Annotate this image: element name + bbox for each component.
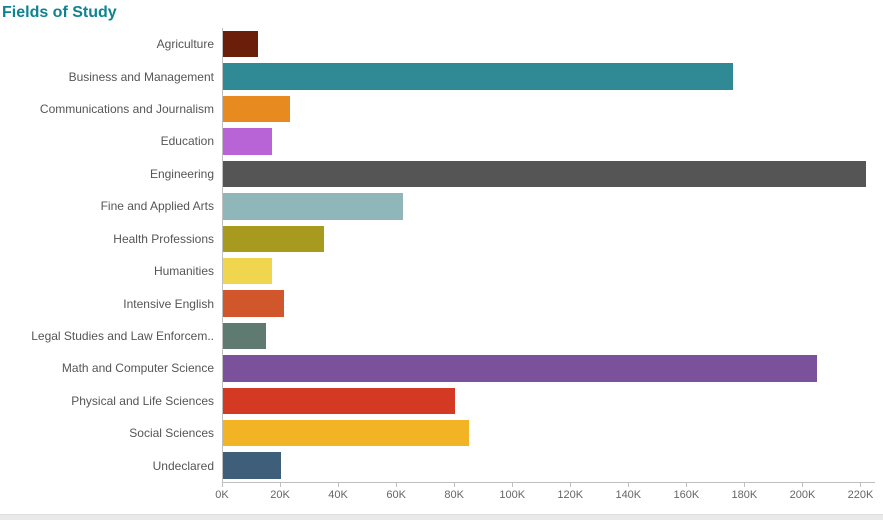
bar[interactable] bbox=[223, 63, 733, 89]
bar[interactable] bbox=[223, 193, 403, 219]
bar[interactable] bbox=[223, 452, 281, 478]
bar-row: Math and Computer Science bbox=[0, 352, 875, 384]
bar[interactable] bbox=[223, 31, 258, 57]
bar-row: Business and Management bbox=[0, 60, 875, 92]
bar-track bbox=[222, 449, 875, 481]
bar-row: Fine and Applied Arts bbox=[0, 190, 875, 222]
category-label: Engineering bbox=[0, 158, 222, 190]
bar[interactable] bbox=[223, 323, 266, 349]
bar[interactable] bbox=[223, 388, 455, 414]
category-label: Legal Studies and Law Enforcem.. bbox=[0, 320, 222, 352]
x-tick-label: 140K bbox=[615, 489, 641, 501]
category-label: Undeclared bbox=[0, 449, 222, 481]
bar-track bbox=[222, 125, 875, 157]
bar-row: Education bbox=[0, 125, 875, 157]
bar-rows: AgricultureBusiness and ManagementCommun… bbox=[0, 28, 875, 482]
plot-area: AgricultureBusiness and ManagementCommun… bbox=[0, 28, 875, 510]
bar-track bbox=[222, 287, 875, 319]
x-tick-label: 20K bbox=[270, 489, 290, 501]
chart-title: Fields of Study bbox=[2, 4, 875, 22]
category-label: Education bbox=[0, 125, 222, 157]
x-tick bbox=[396, 483, 397, 487]
x-tick bbox=[512, 483, 513, 487]
category-label: Fine and Applied Arts bbox=[0, 190, 222, 222]
category-label: Business and Management bbox=[0, 60, 222, 92]
footer-scroll-strip bbox=[0, 514, 883, 520]
bar-track bbox=[222, 60, 875, 92]
bar-track bbox=[222, 93, 875, 125]
x-tick bbox=[338, 483, 339, 487]
x-tick-label: 0K bbox=[215, 489, 228, 501]
x-tick bbox=[802, 483, 803, 487]
x-tick-label: 40K bbox=[328, 489, 348, 501]
x-tick-label: 180K bbox=[732, 489, 758, 501]
bar-track bbox=[222, 352, 875, 384]
bar-track bbox=[222, 320, 875, 352]
x-tick-label: 120K bbox=[557, 489, 583, 501]
x-tick-label: 220K bbox=[848, 489, 874, 501]
bar-row: Intensive English bbox=[0, 287, 875, 319]
bar[interactable] bbox=[223, 420, 469, 446]
category-label: Intensive English bbox=[0, 287, 222, 319]
x-tick-label: 100K bbox=[499, 489, 525, 501]
bar-row: Engineering bbox=[0, 158, 875, 190]
bar-row: Physical and Life Sciences bbox=[0, 385, 875, 417]
bar-row: Social Sciences bbox=[0, 417, 875, 449]
category-label: Health Professions bbox=[0, 223, 222, 255]
category-label: Math and Computer Science bbox=[0, 352, 222, 384]
x-tick bbox=[454, 483, 455, 487]
bar-track bbox=[222, 28, 875, 60]
x-tick-label: 160K bbox=[673, 489, 699, 501]
x-tick-label: 80K bbox=[444, 489, 464, 501]
bar-track bbox=[222, 417, 875, 449]
bar-row: Health Professions bbox=[0, 223, 875, 255]
x-tick bbox=[222, 483, 223, 487]
bar-row: Communications and Journalism bbox=[0, 93, 875, 125]
bar-row: Undeclared bbox=[0, 449, 875, 481]
bar[interactable] bbox=[223, 258, 272, 284]
x-tick bbox=[686, 483, 687, 487]
bar-row: Legal Studies and Law Enforcem.. bbox=[0, 320, 875, 352]
category-label: Humanities bbox=[0, 255, 222, 287]
bar-track bbox=[222, 223, 875, 255]
bar[interactable] bbox=[223, 161, 866, 187]
x-tick-label: 200K bbox=[790, 489, 816, 501]
bar-track bbox=[222, 385, 875, 417]
bar-row: Agriculture bbox=[0, 28, 875, 60]
x-tick bbox=[570, 483, 571, 487]
category-label: Communications and Journalism bbox=[0, 93, 222, 125]
category-label: Agriculture bbox=[0, 28, 222, 60]
bar[interactable] bbox=[223, 128, 272, 154]
x-axis: 0K20K40K60K80K100K120K140K160K180K200K22… bbox=[222, 482, 875, 510]
bar-track bbox=[222, 255, 875, 287]
chart-container: Fields of Study AgricultureBusiness and … bbox=[0, 0, 883, 520]
bar-row: Humanities bbox=[0, 255, 875, 287]
x-tick bbox=[280, 483, 281, 487]
category-label: Physical and Life Sciences bbox=[0, 385, 222, 417]
bar-track bbox=[222, 190, 875, 222]
x-tick bbox=[628, 483, 629, 487]
category-label: Social Sciences bbox=[0, 417, 222, 449]
bar[interactable] bbox=[223, 226, 324, 252]
bar-track bbox=[222, 158, 875, 190]
x-tick bbox=[860, 483, 861, 487]
x-tick bbox=[744, 483, 745, 487]
x-tick-label: 60K bbox=[386, 489, 406, 501]
bar[interactable] bbox=[223, 290, 284, 316]
bar[interactable] bbox=[223, 355, 817, 381]
bar[interactable] bbox=[223, 96, 290, 122]
